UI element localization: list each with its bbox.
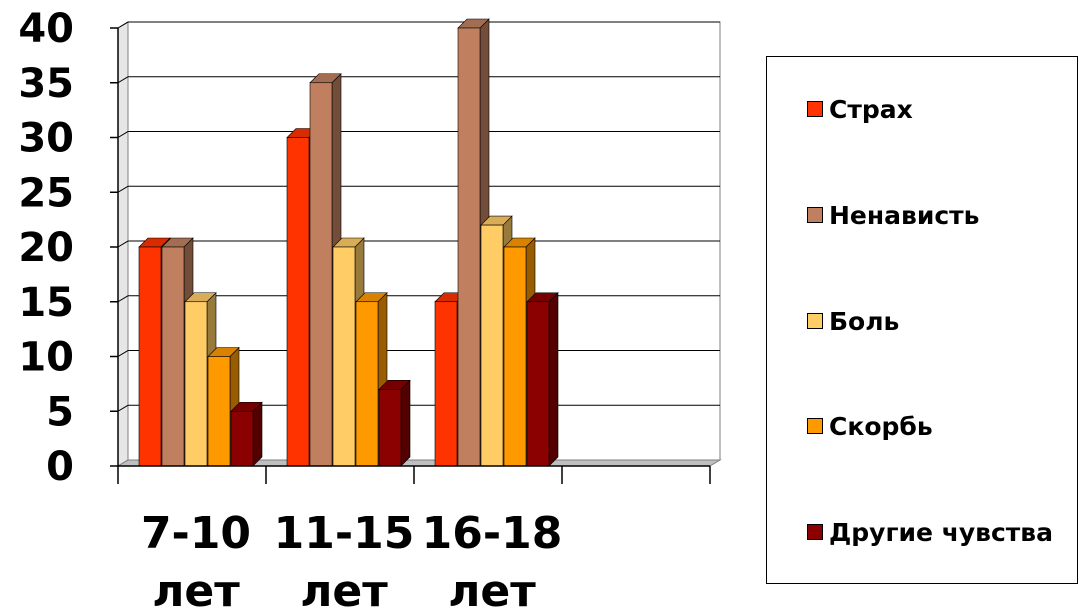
bar-front: [457, 27, 481, 467]
y-tick-label: 15: [18, 280, 74, 326]
y-tick-label: 0: [46, 444, 74, 490]
legend-label-bol: Боль: [829, 306, 900, 336]
legend-swatch-strah: [807, 101, 823, 117]
legend-swatch-drugie-chuvstva: [807, 524, 823, 540]
gridline: [117, 76, 720, 84]
legend-swatch-nenavist: [807, 207, 823, 223]
legend-swatch-skorb: [807, 418, 823, 434]
x-tick-label: лет: [300, 566, 388, 609]
gridline: [117, 185, 720, 193]
legend-label-nenavist: Ненависть: [829, 200, 980, 230]
legend-label-skorb: Скорбь: [829, 411, 933, 441]
bar-front: [355, 301, 379, 467]
x-tick-label: лет: [152, 566, 240, 609]
bar: [230, 401, 263, 467]
y-axis: 0 5 10 15 20 25 30 35 40: [18, 6, 119, 490]
gridline: [117, 131, 720, 138]
x-tick-label: лет: [448, 566, 536, 609]
bar-front: [526, 301, 550, 467]
bar-front: [286, 137, 310, 467]
bar-front: [434, 301, 458, 467]
bar-front: [309, 82, 333, 467]
y-tick-label: 5: [46, 389, 74, 435]
bar-chart: 0 5 10 15 20 25 30 35 40 7-10 лет 11-15 лет 16-18 лет: [18, 6, 722, 609]
legend-item-strah: Страх: [807, 94, 913, 124]
gridline: [117, 21, 720, 29]
bar-front: [503, 246, 527, 467]
x-tick-label: 16-18: [422, 508, 563, 559]
legend-item-skorb: Скорбь: [807, 411, 933, 441]
legend-item-bol: Боль: [807, 306, 900, 336]
bar-front: [378, 389, 402, 467]
bar-side: [548, 292, 559, 467]
y-tick-label: 35: [18, 61, 74, 107]
bar-side: [400, 379, 411, 467]
legend: Страх Ненависть Боль Скорбь Другие чувст…: [766, 56, 1078, 584]
bars: [138, 18, 559, 467]
y-tick-label: 30: [18, 116, 74, 162]
bar: [378, 379, 411, 467]
x-axis: 7-10 лет 11-15 лет 16-18 лет: [117, 465, 711, 609]
y-tick-label: 25: [18, 170, 74, 216]
bar-front: [161, 246, 185, 467]
legend-swatch-bol: [807, 313, 823, 329]
x-tick-label: 7-10: [141, 508, 251, 559]
bar-front: [138, 246, 162, 467]
y-tick-label: 10: [18, 335, 74, 381]
bar-front: [230, 410, 254, 467]
y-tick-label: 20: [18, 225, 74, 271]
legend-item-drugie-chuvstva: Другие чувства: [807, 517, 1053, 547]
legend-label-strah: Страх: [829, 94, 913, 124]
bar-front: [332, 246, 356, 467]
bar: [526, 292, 559, 467]
y-tick-label: 40: [18, 6, 74, 52]
x-tick-label: 11-15: [274, 508, 415, 559]
legend-label-drugie-chuvstva: Другие чувства: [829, 517, 1053, 547]
bar-front: [480, 224, 504, 467]
bar-front: [184, 301, 208, 467]
bar-front: [207, 356, 231, 467]
legend-item-nenavist: Ненависть: [807, 200, 980, 230]
bar-side: [252, 401, 263, 467]
